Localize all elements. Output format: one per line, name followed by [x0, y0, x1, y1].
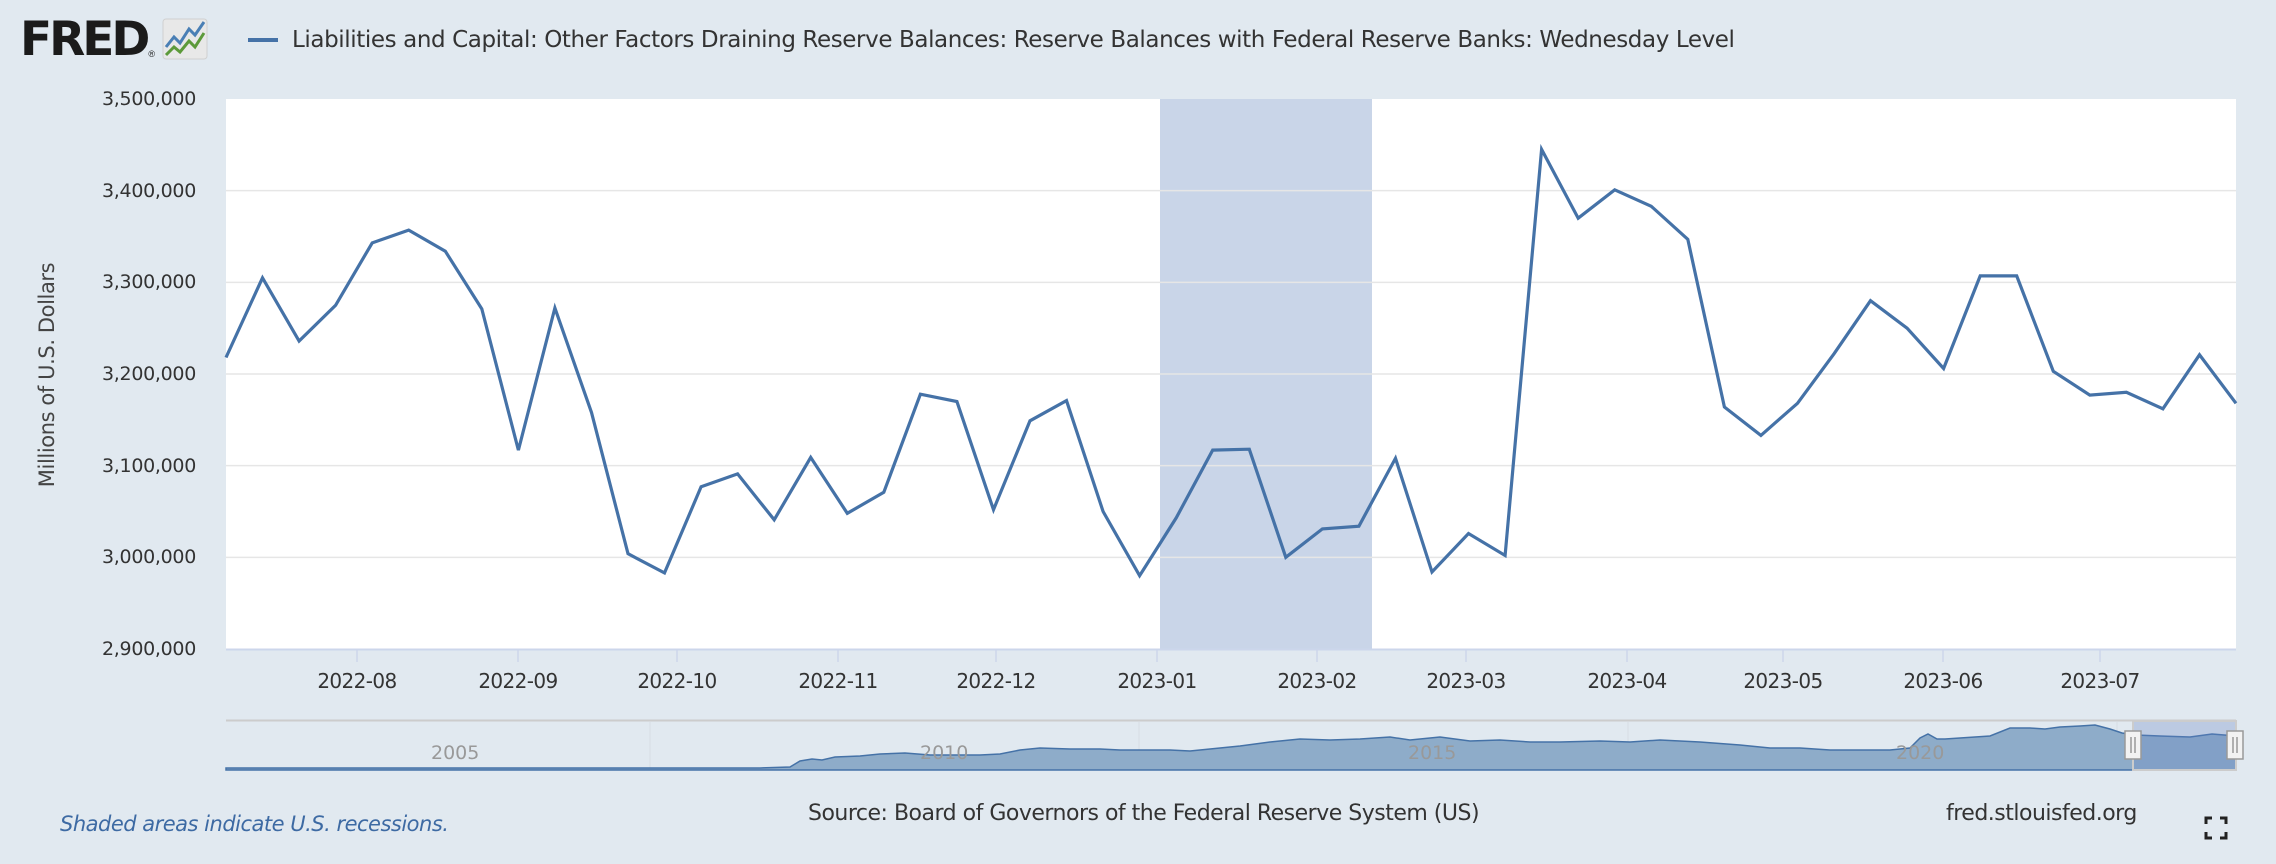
- x-tick-label: 2022-08: [317, 669, 397, 693]
- x-tick-label: 2023-07: [2060, 669, 2140, 693]
- x-tick-label: 2023-03: [1426, 669, 1506, 693]
- x-tick-label: 2023-05: [1743, 669, 1823, 693]
- y-tick-label: 3,400,000: [102, 179, 196, 202]
- legend-line-swatch: [248, 38, 278, 42]
- x-tick-label: 2022-12: [956, 669, 1036, 693]
- x-tick-label: 2022-10: [637, 669, 717, 693]
- series-legend[interactable]: Liabilities and Capital: Other Factors D…: [248, 25, 1735, 55]
- x-tick-label: 2022-09: [478, 669, 558, 693]
- y-tick-label: 2,900,000: [102, 638, 196, 660]
- navigator-year-label: 2015: [1408, 742, 1457, 764]
- y-tick-label: 3,300,000: [102, 271, 196, 294]
- chart-header: FRED ® Liabilities and Capital: Other Fa…: [0, 0, 2276, 80]
- navigator-year-label: 2005: [431, 742, 480, 764]
- y-tick-label: 3,200,000: [102, 363, 196, 385]
- navigator-left-handle[interactable]: [2124, 730, 2142, 760]
- registered-mark: ®: [148, 49, 156, 59]
- navigator-year-label: 2020: [1896, 742, 1945, 764]
- fullscreen-icon[interactable]: [2204, 816, 2228, 840]
- navigator-right-handle[interactable]: [2226, 730, 2244, 760]
- navigator-year-label: 2010: [920, 742, 969, 764]
- x-tick-marks: [356, 650, 2101, 662]
- x-tick-label: 2023-01: [1117, 669, 1197, 693]
- y-tick-label: 3,500,000: [102, 88, 196, 110]
- navigator[interactable]: [225, 719, 2244, 771]
- fred-chart-icon: [162, 18, 208, 60]
- navigator-selected-range[interactable]: [2132, 720, 2237, 771]
- series-line[interactable]: [224, 143, 2238, 579]
- recession-note: Shaded areas indicate U.S. recessions.: [60, 812, 449, 836]
- fred-logo-text: FRED: [20, 11, 150, 67]
- fred-logo[interactable]: FRED ®: [20, 14, 209, 64]
- x-tick-label: 2022-11: [798, 669, 878, 693]
- y-tick-label: 3,000,000: [102, 546, 196, 569]
- site-link[interactable]: fred.stlouisfed.org: [1946, 801, 2137, 826]
- source-text: Source: Board of Governors of the Federa…: [808, 801, 1480, 826]
- gridlines: [226, 189, 2236, 559]
- navigator-area: [225, 724, 2237, 771]
- x-tick-label: 2023-04: [1587, 669, 1667, 693]
- y-tick-label: 3,100,000: [102, 454, 196, 477]
- x-tick-label: 2023-06: [1903, 669, 1983, 693]
- series-title: Liabilities and Capital: Other Factors D…: [292, 27, 1735, 53]
- x-tick-label: 2023-02: [1277, 669, 1357, 693]
